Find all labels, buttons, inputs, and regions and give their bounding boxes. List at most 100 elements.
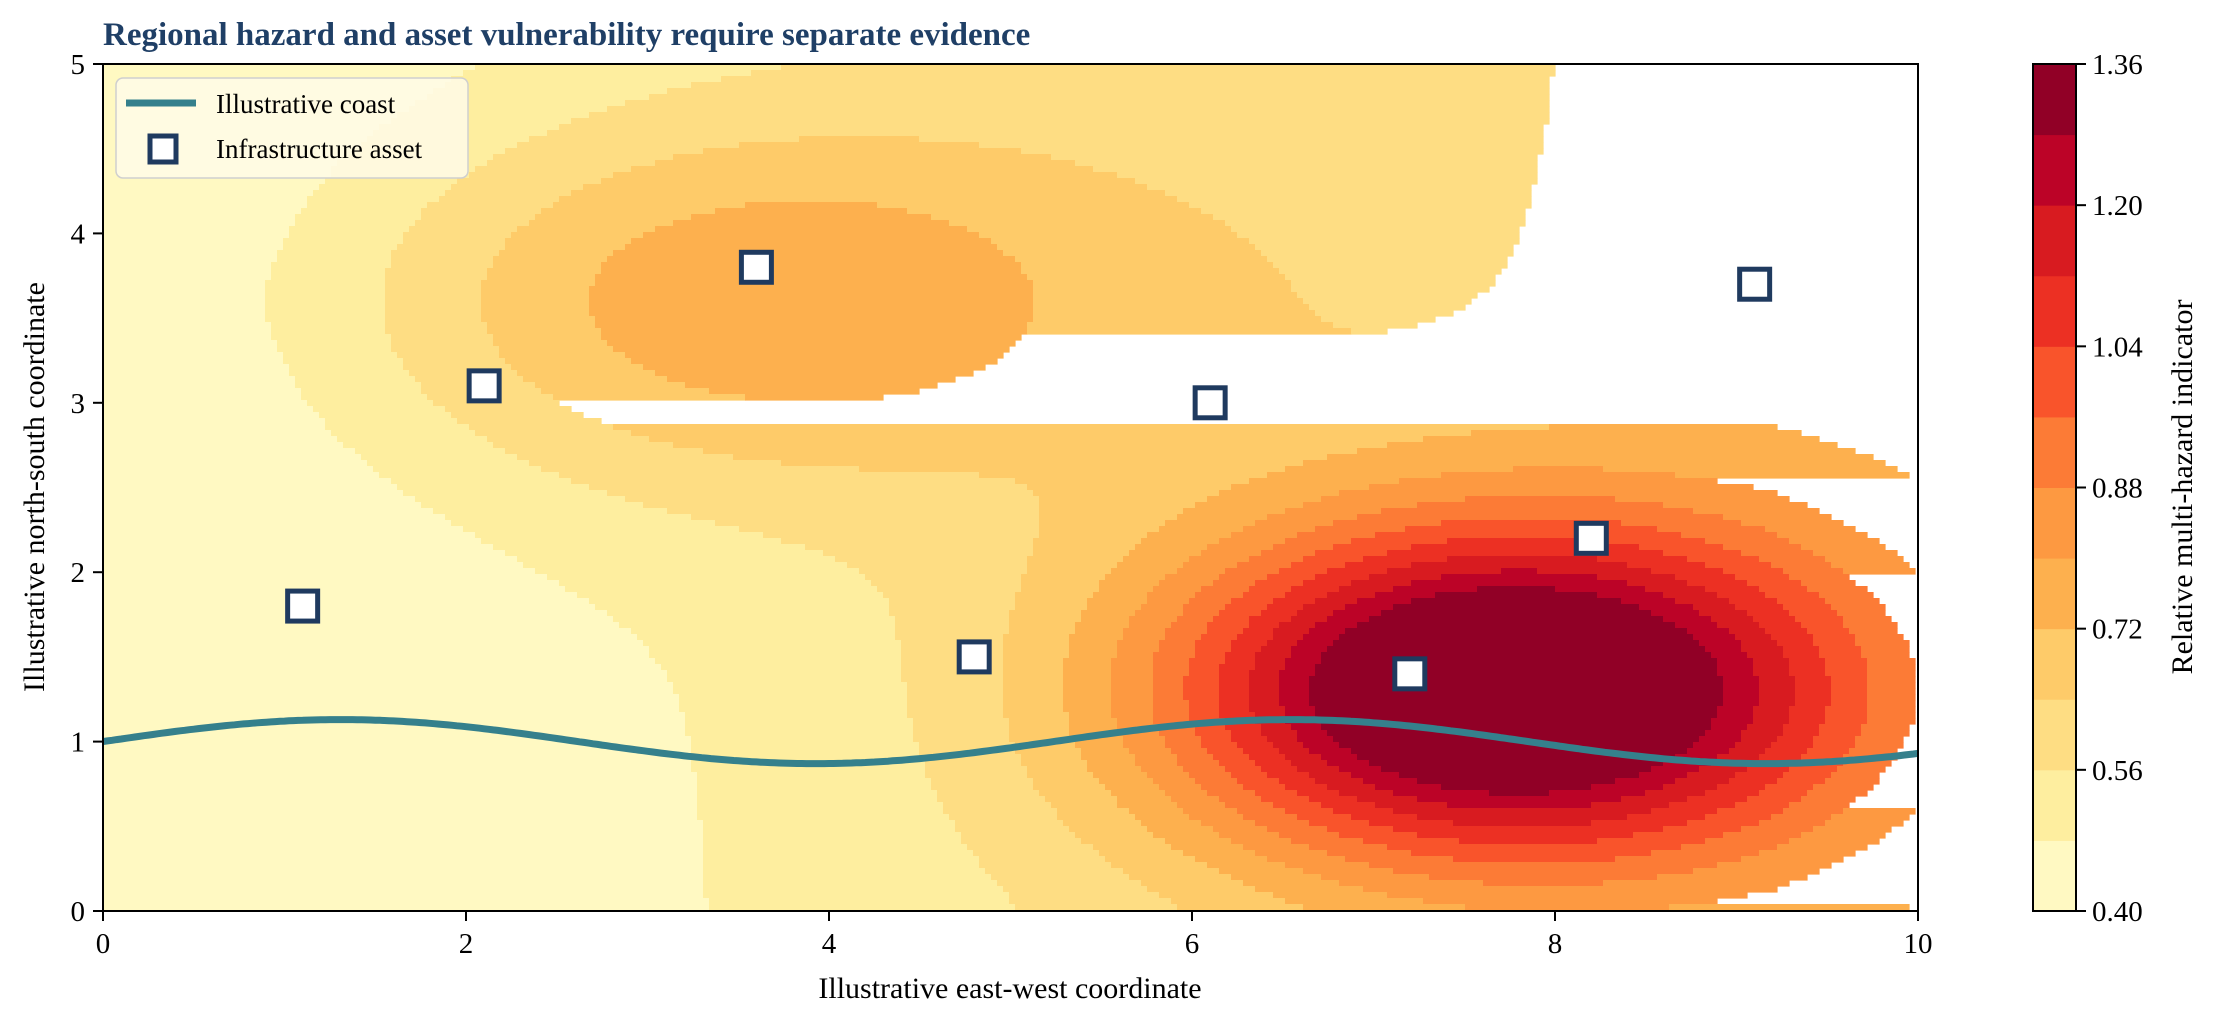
heatmap-cell: [571, 118, 1550, 125]
heatmap-cell: [1705, 790, 1760, 797]
heatmap-cell: [607, 106, 1550, 113]
heatmap-cell: [103, 808, 698, 815]
heatmap-cell: [1387, 442, 1838, 449]
heatmap-cell: [103, 178, 326, 185]
heatmap-cell: [1621, 796, 1688, 803]
heatmap-cell: [1717, 670, 1754, 677]
colorbar-segment: [2033, 64, 2076, 136]
heatmap-cell: [559, 196, 1178, 203]
heatmap-cell: [1681, 532, 1778, 539]
heatmap-cell: [385, 328, 488, 335]
heatmap-cell: [1165, 790, 1208, 797]
heatmap-cell: [1285, 592, 1328, 599]
heatmap-cell: [655, 226, 968, 233]
heatmap-cell: [103, 268, 272, 275]
heatmap-cell: [391, 262, 494, 269]
heatmap-cell: [1375, 592, 1436, 599]
heatmap-cell: [103, 676, 668, 683]
heatmap-cell: [1033, 298, 1304, 305]
heatmap-cell: [1303, 604, 1346, 611]
heatmap-cell: [589, 112, 1550, 119]
heatmap-cell: [1111, 694, 1154, 701]
heatmap-cell: [1069, 712, 1112, 719]
heatmap-cell: [457, 178, 602, 185]
colorbar-segment: [2033, 416, 2076, 488]
heatmap-cell: [1309, 796, 1358, 803]
heatmap-cell: [1243, 844, 1310, 851]
heatmap-cell: [1693, 604, 1736, 611]
heatmap-cell: [691, 82, 1550, 89]
heatmap-cell: [1861, 730, 1910, 737]
heatmap-cell: [541, 388, 710, 395]
heatmap-cell: [1033, 490, 1220, 497]
heatmap-cell: [103, 856, 704, 863]
heatmap-cell: [481, 310, 590, 317]
heatmap-cell: [1309, 748, 1352, 755]
heatmap-cell: [685, 724, 914, 731]
heatmap-cell: [949, 814, 1058, 821]
heatmap-cell: [1285, 784, 1328, 791]
heatmap-cell: [1009, 718, 1070, 725]
heatmap-cell: [103, 646, 650, 653]
heatmap-cell: [1033, 778, 1100, 785]
heatmap-cell: [379, 472, 560, 479]
heatmap-cell: [979, 856, 1106, 863]
heatmap-cell: [643, 502, 1040, 509]
heatmap-cell: [1069, 724, 1118, 731]
heatmap-cell: [1747, 580, 1802, 587]
heatmap-cell: [889, 610, 1010, 617]
heatmap-cell: [103, 352, 284, 359]
heatmap-cell: [1723, 832, 1802, 839]
heatmap-cell: [103, 694, 680, 701]
heatmap-cell: [1015, 478, 1250, 485]
heatmap-cell: [1321, 802, 1376, 809]
asset-marker: [956, 639, 992, 675]
heatmap-cell: [1387, 550, 1664, 557]
heatmap-cell: [1111, 790, 1166, 797]
heatmap-cell: [1249, 688, 1280, 695]
heatmap-cell: [1285, 808, 1334, 815]
heatmap-cell: [1285, 862, 1370, 869]
heatmap-cell: [103, 610, 608, 617]
heatmap-cell: [907, 700, 1004, 707]
heatmap-cell: [1657, 526, 1766, 533]
heatmap-cell: [1015, 256, 1268, 263]
heatmap-cell: [1027, 556, 1124, 563]
heatmap-cell: [319, 412, 452, 419]
heatmap-cell: [667, 676, 902, 683]
heatmap-cell: [1069, 826, 1148, 833]
heatmap-cell: [1183, 766, 1226, 773]
heatmap-cell: [1171, 796, 1220, 803]
heatmap-cell: [271, 262, 392, 269]
heatmap-cell: [1369, 820, 1454, 827]
heatmap-cell: [1807, 790, 1868, 797]
heatmap-cell: [1279, 670, 1316, 677]
heatmap-cell: [1189, 658, 1226, 665]
heatmap-cell: [703, 886, 1004, 893]
colorbar-tick-label: 1.04: [2092, 331, 2143, 363]
heatmap-cell: [103, 322, 272, 329]
heatmap-cell: [1453, 856, 1616, 863]
colorbar-segment: [2033, 205, 2076, 277]
heatmap-cell: [1687, 580, 1748, 587]
heatmap-cell: [1813, 736, 1856, 743]
heatmap-cell: [103, 412, 320, 419]
heatmap-cell: [103, 400, 308, 407]
heatmap-cell: [1675, 598, 1730, 605]
heatmap-cell: [331, 430, 476, 437]
heatmap-cell: [613, 616, 896, 623]
heatmap-cell: [1819, 730, 1862, 737]
heatmap-cell: [1135, 754, 1178, 761]
heatmap-cell: [1003, 250, 1262, 257]
heatmap-cell: [1381, 610, 1652, 617]
heatmap-cell: [1195, 730, 1232, 737]
heatmap-cell: [1501, 568, 1538, 575]
heatmap-cell: [1393, 808, 1652, 815]
heatmap-cell: [1189, 814, 1244, 821]
heatmap-cell: [1291, 652, 1322, 659]
heatmap-cell: [1381, 508, 1694, 515]
heatmap-cell: [1291, 838, 1364, 845]
heatmap-cell: [1135, 544, 1208, 551]
heatmap-cell: [1243, 784, 1286, 791]
heatmap-cell: [1825, 820, 1904, 827]
